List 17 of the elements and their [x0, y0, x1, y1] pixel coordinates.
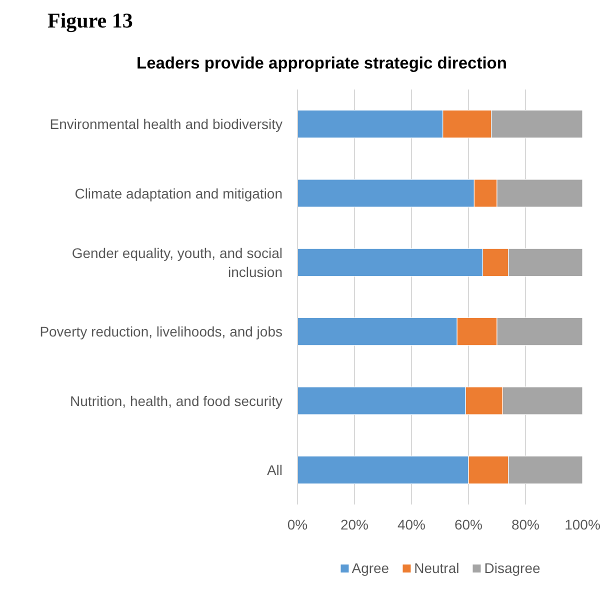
caption: Figure 13	[48, 8, 133, 32]
x-tick-label: 100%	[564, 516, 600, 532]
y-tick-label: Nutrition, health, and food security	[70, 392, 283, 409]
x-tick-label: 0%	[287, 516, 308, 532]
y-tick-label: Gender equality, youth, and social inclusion	[72, 244, 283, 280]
y-tick-label: Climate adaptation and mitigation	[74, 185, 283, 202]
x-tick-label: 40%	[397, 516, 426, 532]
x-tick-label: 60%	[454, 516, 483, 532]
legend-label: Agree	[352, 560, 390, 576]
y-tick-label: All	[266, 462, 283, 478]
x-tick-label: 20%	[340, 516, 369, 532]
y-tick-label: Poverty reduction, livelihoods, and jobs	[40, 324, 283, 340]
legend-label: Neutral	[414, 560, 460, 576]
chart-title: Leaders provide appropriate strategic direction	[136, 54, 507, 72]
x-tick-label: 80%	[511, 516, 540, 532]
y-tick-label: Environmental health and biodiversity	[50, 116, 283, 132]
legend-label: Disagree	[484, 560, 540, 576]
